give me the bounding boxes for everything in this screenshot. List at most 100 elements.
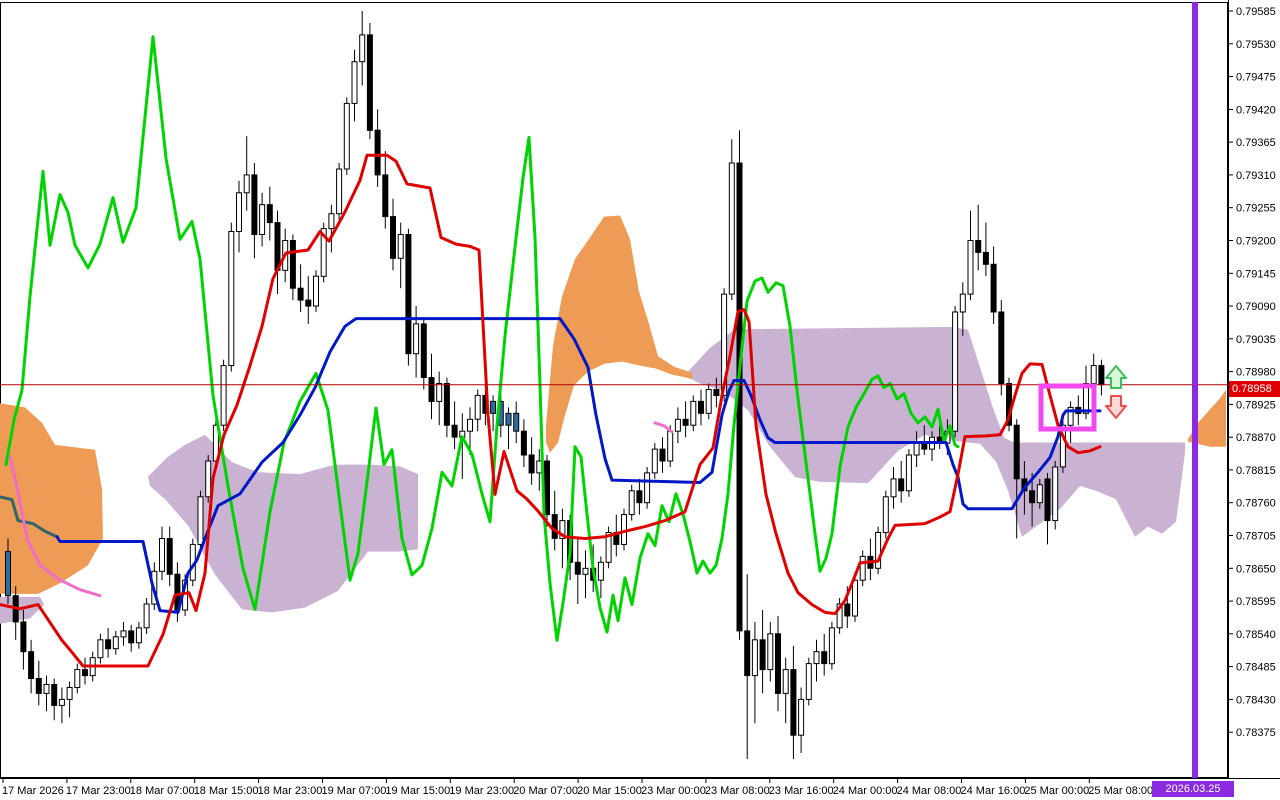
candle-body bbox=[674, 418, 681, 432]
candle-body bbox=[143, 603, 150, 629]
candle-body bbox=[20, 621, 27, 653]
candle-body bbox=[397, 234, 404, 259]
candle-body bbox=[74, 669, 81, 688]
time-tick-label: 25 Mar 00:00 bbox=[1024, 785, 1089, 797]
candle-body bbox=[1052, 466, 1059, 522]
price-tick-label: 0.79475 bbox=[1236, 72, 1276, 84]
candle-body bbox=[513, 412, 520, 432]
price-tick-label: 0.78925 bbox=[1236, 399, 1276, 411]
candle-body bbox=[128, 630, 135, 644]
candle-body bbox=[405, 234, 412, 355]
candle-body bbox=[667, 430, 674, 462]
time-tick-label: 23 Mar 08:00 bbox=[705, 785, 770, 797]
candle-body bbox=[82, 669, 88, 677]
candle-body bbox=[359, 34, 366, 63]
price-tick-label: 0.79530 bbox=[1236, 39, 1276, 51]
candle-body bbox=[443, 383, 450, 426]
candle-body bbox=[890, 478, 897, 498]
price-tick-label: 0.79310 bbox=[1236, 170, 1276, 182]
candle-body bbox=[197, 496, 204, 545]
candle-body bbox=[621, 514, 627, 545]
candle-body bbox=[205, 460, 212, 498]
candle-body bbox=[682, 418, 689, 426]
candle-body bbox=[505, 412, 512, 426]
future-period-separator bbox=[1192, 2, 1198, 778]
candle-body bbox=[859, 555, 866, 581]
candle-body bbox=[644, 472, 651, 504]
up-arrow-icon bbox=[1105, 365, 1127, 389]
candle-body bbox=[790, 669, 797, 736]
candle-body bbox=[759, 639, 766, 671]
candle-body bbox=[551, 514, 558, 539]
candle-body bbox=[713, 389, 720, 396]
candle-body bbox=[805, 663, 812, 700]
candle-body bbox=[1029, 490, 1036, 504]
price-tick-label: 0.78485 bbox=[1236, 662, 1276, 674]
candle-body bbox=[259, 204, 266, 235]
price-tick-label: 0.79035 bbox=[1236, 334, 1276, 346]
candle-body bbox=[844, 603, 851, 617]
time-tick-label: 24 Mar 08:00 bbox=[897, 785, 962, 797]
candle-body bbox=[828, 627, 835, 665]
candle-body bbox=[528, 454, 535, 474]
pink-line-left bbox=[8, 455, 102, 598]
candle-body bbox=[159, 538, 165, 572]
price-tick-label: 0.79200 bbox=[1236, 236, 1276, 248]
candle-body bbox=[721, 293, 728, 396]
candle-body bbox=[990, 263, 997, 313]
candle-body bbox=[698, 400, 704, 414]
candle-body bbox=[1067, 406, 1074, 426]
candle-body bbox=[520, 430, 527, 456]
time-tick-label: 17 Mar 23:00 bbox=[66, 785, 131, 797]
down-arrow-icon bbox=[1105, 395, 1127, 419]
candle-body bbox=[798, 698, 805, 736]
time-tick-label: 18 Mar 15:00 bbox=[194, 785, 259, 797]
pink-line-mid bbox=[653, 421, 674, 434]
time-tick-label: 20 Mar 15:00 bbox=[577, 785, 642, 797]
candle-body bbox=[166, 538, 173, 575]
price-tick-label: 0.79255 bbox=[1236, 203, 1276, 215]
tenkan-red-line bbox=[0, 153, 1102, 668]
price-tick-label: 0.79145 bbox=[1236, 268, 1276, 280]
time-tick-label: 17 Mar 2026 bbox=[2, 785, 64, 797]
time-tick-label: 23 Mar 16:00 bbox=[769, 785, 834, 797]
price-tick-label: 0.78815 bbox=[1236, 465, 1276, 477]
price-tick-label: 0.79585 bbox=[1236, 6, 1276, 18]
candle-body bbox=[875, 532, 882, 569]
orange-cloud-left bbox=[0, 403, 103, 594]
candle-body bbox=[705, 389, 712, 414]
candle-body bbox=[390, 216, 396, 259]
candle-body bbox=[436, 383, 443, 402]
candle-body bbox=[659, 448, 666, 462]
price-tick-label: 0.78760 bbox=[1236, 498, 1276, 510]
candle-body bbox=[66, 687, 73, 700]
candle-body bbox=[51, 684, 58, 706]
candle-body bbox=[1044, 478, 1051, 522]
candle-body bbox=[58, 698, 65, 706]
price-tick-label: 0.78650 bbox=[1236, 563, 1276, 575]
candle-body bbox=[451, 424, 458, 438]
candle-body bbox=[636, 490, 643, 504]
candle-body bbox=[882, 496, 889, 534]
candle-body bbox=[982, 251, 989, 265]
price-tick-label: 0.78375 bbox=[1236, 727, 1276, 739]
candle-body bbox=[236, 192, 242, 233]
price-tick-label: 0.78595 bbox=[1236, 596, 1276, 608]
candle-body bbox=[728, 162, 735, 295]
highlight-box bbox=[1038, 383, 1097, 432]
time-tick-label: 20 Mar 07:00 bbox=[513, 785, 578, 797]
price-tick-label: 0.79365 bbox=[1236, 137, 1276, 149]
candle-body bbox=[320, 228, 327, 277]
candle-body bbox=[821, 651, 828, 665]
candle-body bbox=[336, 168, 343, 215]
time-tick-label: 19 Mar 07:00 bbox=[322, 785, 387, 797]
orange-cloud-mid bbox=[546, 215, 692, 453]
candle-body bbox=[366, 34, 373, 131]
price-tick-label: 0.79420 bbox=[1236, 104, 1276, 116]
price-tick-label: 0.79090 bbox=[1236, 301, 1276, 313]
candle-body bbox=[97, 639, 104, 659]
candle-body bbox=[651, 448, 658, 474]
candle-body bbox=[1059, 424, 1066, 468]
